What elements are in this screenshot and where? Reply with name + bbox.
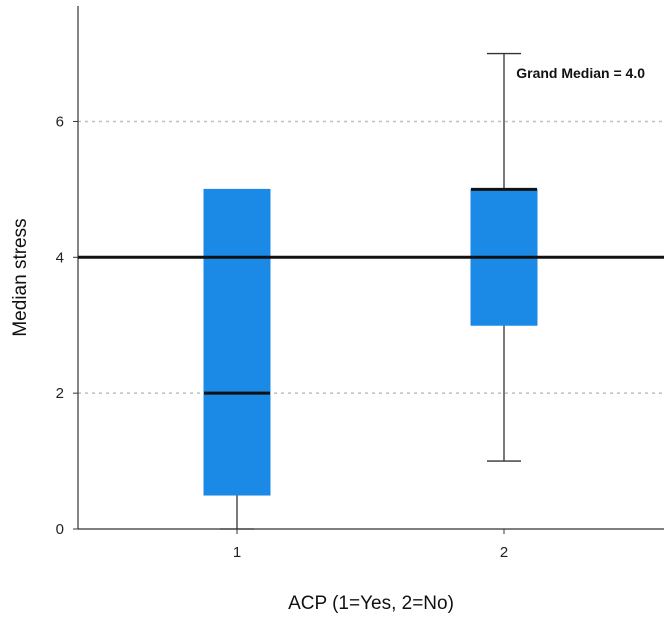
x-tick-label-2: 2: [500, 544, 508, 561]
boxes: [203, 52, 538, 530]
axes: 0 2 4 6 1 2: [56, 6, 664, 561]
y-tick-label-4: 4: [56, 249, 64, 266]
y-tick-label-2: 2: [56, 385, 64, 402]
x-tick-label-1: 1: [233, 544, 241, 561]
y-tick-label-0: 0: [56, 521, 64, 538]
box-group-1: [203, 188, 271, 530]
y-axis-title: Median stress: [10, 218, 31, 336]
x-axis-title: ACP (1=Yes, 2=No): [288, 593, 454, 614]
grand-median-label: Grand Median = 4.0: [516, 65, 645, 81]
box-1: [203, 188, 271, 496]
y-tick-label-6: 6: [56, 113, 64, 130]
